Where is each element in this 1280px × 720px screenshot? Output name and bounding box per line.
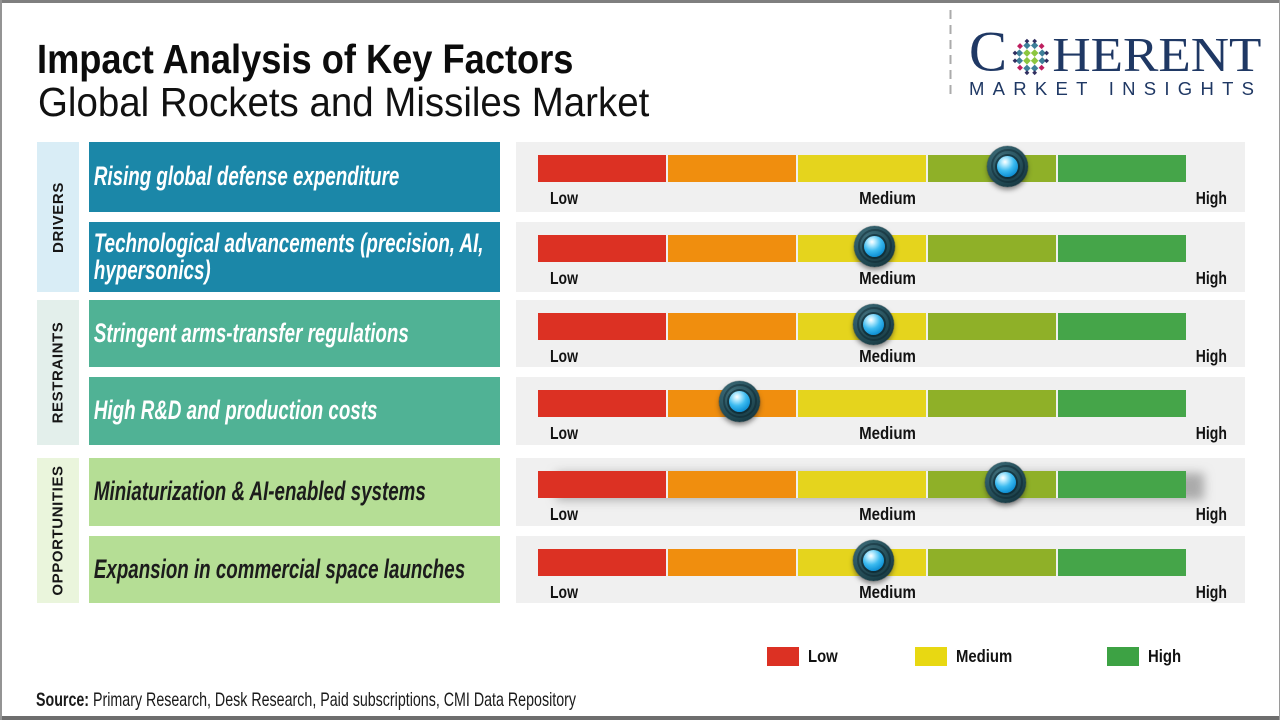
svg-text:HERENT: HERENT	[1052, 27, 1261, 82]
svg-text:MARKET INSIGHTS: MARKET INSIGHTS	[969, 78, 1254, 98]
svg-text:C: C	[969, 26, 1007, 84]
